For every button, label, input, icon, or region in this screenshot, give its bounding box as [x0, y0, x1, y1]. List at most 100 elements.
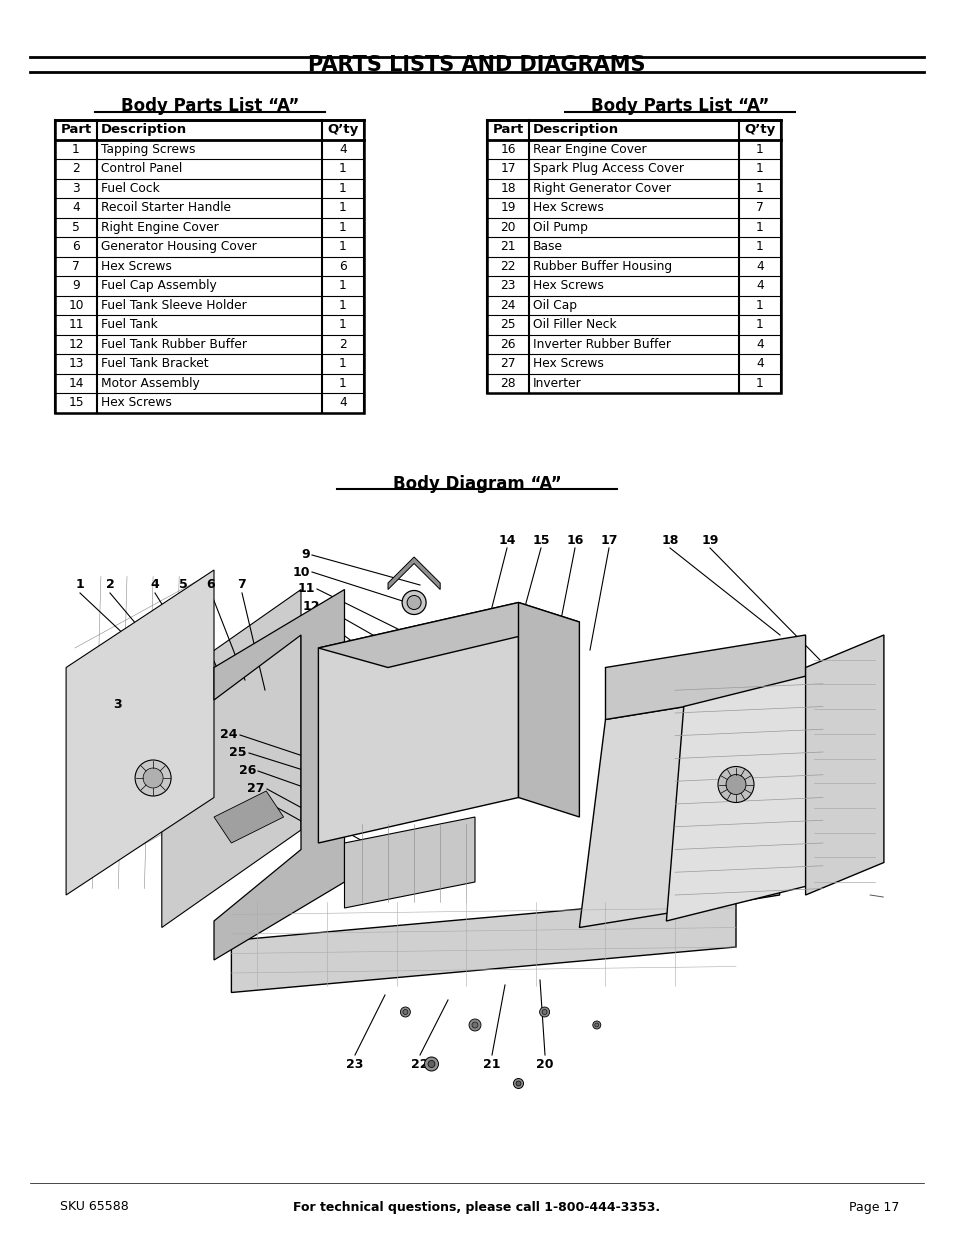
- Polygon shape: [518, 603, 578, 818]
- Text: Rubber Buffer Housing: Rubber Buffer Housing: [533, 259, 672, 273]
- Circle shape: [143, 768, 163, 788]
- Text: 1: 1: [338, 357, 347, 370]
- Text: 24: 24: [499, 299, 516, 311]
- Text: Hex Screws: Hex Screws: [533, 279, 603, 293]
- Text: 11: 11: [297, 583, 314, 595]
- Text: 1: 1: [338, 162, 347, 175]
- Circle shape: [539, 1007, 549, 1016]
- Text: 1: 1: [338, 201, 347, 214]
- Text: 16: 16: [499, 143, 516, 156]
- Text: 18: 18: [499, 182, 516, 195]
- Text: 1: 1: [756, 319, 763, 331]
- Circle shape: [516, 1081, 520, 1086]
- Text: 20: 20: [536, 1058, 553, 1072]
- Text: 1: 1: [756, 182, 763, 195]
- Text: 17: 17: [499, 162, 516, 175]
- Text: 22: 22: [411, 1058, 428, 1072]
- Text: Oil Filler Neck: Oil Filler Neck: [533, 319, 616, 331]
- Text: 1: 1: [75, 578, 84, 592]
- Polygon shape: [666, 667, 840, 921]
- Text: 3: 3: [113, 699, 122, 711]
- Text: Fuel Cock: Fuel Cock: [101, 182, 159, 195]
- Text: 3: 3: [72, 182, 80, 195]
- Text: Inverter Rubber Buffer: Inverter Rubber Buffer: [533, 337, 670, 351]
- Circle shape: [407, 595, 420, 610]
- Text: 6: 6: [338, 259, 347, 273]
- Text: 27: 27: [499, 357, 516, 370]
- Text: Right Engine Cover: Right Engine Cover: [101, 221, 218, 233]
- Text: 19: 19: [499, 201, 516, 214]
- Text: Spark Plug Access Cover: Spark Plug Access Cover: [533, 162, 683, 175]
- Text: 7: 7: [756, 201, 763, 214]
- Text: 4: 4: [756, 259, 763, 273]
- Polygon shape: [318, 603, 578, 667]
- Text: 15: 15: [532, 534, 549, 547]
- Polygon shape: [804, 635, 883, 895]
- Text: 25: 25: [499, 319, 516, 331]
- Text: 2: 2: [106, 578, 114, 592]
- Text: 1: 1: [72, 143, 80, 156]
- Text: 1: 1: [338, 279, 347, 293]
- Text: Right Generator Cover: Right Generator Cover: [533, 182, 670, 195]
- Polygon shape: [388, 557, 439, 589]
- Text: 26: 26: [499, 337, 516, 351]
- Text: Control Panel: Control Panel: [101, 162, 182, 175]
- Circle shape: [400, 1007, 410, 1016]
- Text: 9: 9: [72, 279, 80, 293]
- Text: Description: Description: [101, 124, 187, 136]
- Text: 2: 2: [72, 162, 80, 175]
- Circle shape: [428, 1061, 435, 1067]
- Text: 15: 15: [68, 396, 84, 409]
- Polygon shape: [162, 589, 301, 927]
- Text: 10: 10: [69, 299, 84, 311]
- Text: Description: Description: [533, 124, 618, 136]
- Text: 14: 14: [497, 534, 516, 547]
- Text: Recoil Starter Handle: Recoil Starter Handle: [101, 201, 231, 214]
- Text: Hex Screws: Hex Screws: [101, 259, 172, 273]
- Text: 28: 28: [499, 377, 516, 390]
- Text: 9: 9: [301, 548, 310, 562]
- Circle shape: [402, 1009, 408, 1014]
- Text: 1: 1: [756, 143, 763, 156]
- Text: 28: 28: [256, 800, 274, 814]
- Text: 2: 2: [338, 337, 347, 351]
- Polygon shape: [213, 790, 283, 844]
- Polygon shape: [318, 603, 518, 844]
- Text: 4: 4: [151, 578, 159, 592]
- Text: Body Parts List “A”: Body Parts List “A”: [121, 98, 299, 115]
- Text: Inverter: Inverter: [533, 377, 581, 390]
- Text: Part: Part: [492, 124, 523, 136]
- Text: 5: 5: [72, 221, 80, 233]
- Text: Fuel Tank: Fuel Tank: [101, 319, 157, 331]
- Text: 4: 4: [756, 279, 763, 293]
- Polygon shape: [66, 571, 213, 895]
- Text: Rear Engine Cover: Rear Engine Cover: [533, 143, 646, 156]
- Text: SKU 65588: SKU 65588: [60, 1200, 129, 1214]
- Text: 23: 23: [499, 279, 516, 293]
- Bar: [486, 120, 781, 393]
- Text: PARTS LISTS AND DIAGRAMS: PARTS LISTS AND DIAGRAMS: [308, 56, 645, 75]
- Text: 16: 16: [566, 534, 583, 547]
- Text: 20: 20: [499, 221, 516, 233]
- Circle shape: [594, 1023, 598, 1028]
- Text: 13: 13: [69, 357, 84, 370]
- Text: 26: 26: [238, 764, 255, 778]
- Text: 24: 24: [220, 729, 237, 741]
- Circle shape: [135, 760, 171, 797]
- Circle shape: [725, 774, 745, 794]
- Text: Base: Base: [533, 241, 562, 253]
- Text: Fuel Tank Bracket: Fuel Tank Bracket: [101, 357, 209, 370]
- Circle shape: [401, 590, 426, 615]
- Text: 1: 1: [338, 221, 347, 233]
- Text: 1: 1: [756, 299, 763, 311]
- Text: Tapping Screws: Tapping Screws: [101, 143, 195, 156]
- Polygon shape: [213, 589, 344, 960]
- Circle shape: [469, 1019, 480, 1031]
- Text: 4: 4: [338, 143, 347, 156]
- Text: 10: 10: [293, 566, 310, 578]
- Polygon shape: [232, 895, 735, 993]
- Text: 4: 4: [338, 396, 347, 409]
- Bar: [55, 120, 364, 412]
- Text: Generator Housing Cover: Generator Housing Cover: [101, 241, 256, 253]
- Polygon shape: [578, 687, 804, 927]
